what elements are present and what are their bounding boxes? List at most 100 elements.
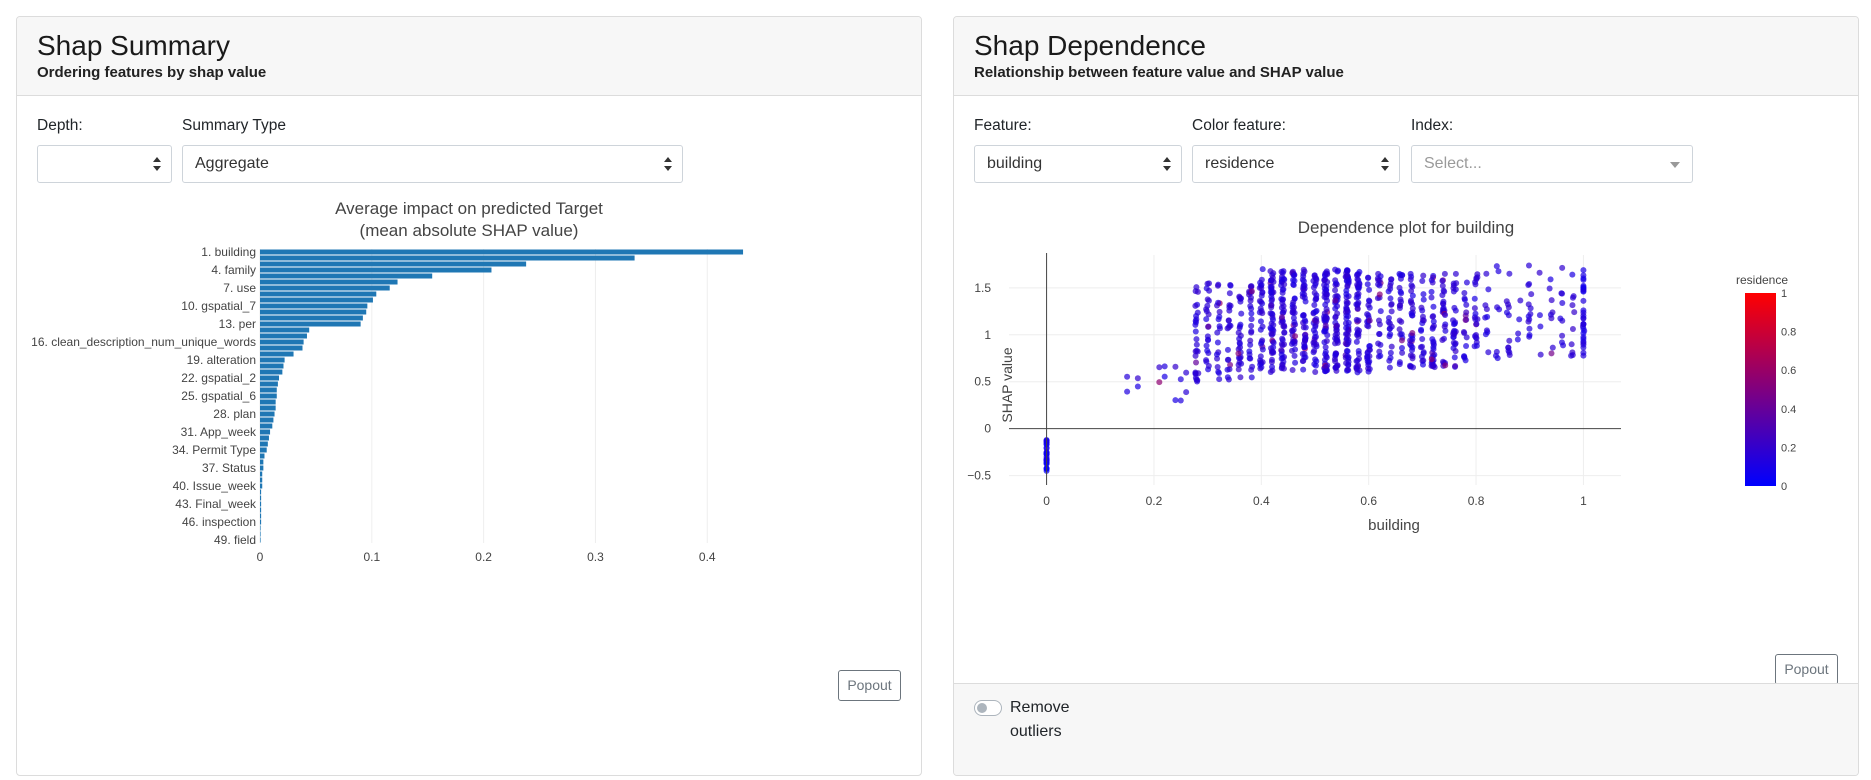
scatter-point bbox=[1354, 357, 1361, 364]
scatter-point bbox=[1321, 281, 1328, 288]
summary-type-select[interactable]: Aggregate bbox=[182, 145, 683, 183]
bar bbox=[260, 423, 273, 429]
scatter-point bbox=[1224, 346, 1231, 353]
depth-select[interactable] bbox=[37, 145, 172, 183]
scatter-point bbox=[1205, 323, 1212, 330]
scatter-point bbox=[1365, 302, 1372, 309]
scatter-point bbox=[1279, 361, 1286, 368]
bar bbox=[260, 477, 263, 483]
remove-outliers-toggle[interactable] bbox=[974, 700, 1002, 716]
bar bbox=[260, 249, 744, 255]
scatter-point bbox=[1206, 287, 1213, 294]
scatter-point bbox=[1311, 289, 1318, 296]
shap-summary-bar-chart: Average impact on predicted Target (mean… bbox=[31, 199, 744, 564]
y-tick-label: 10. gspatial_7 bbox=[181, 299, 256, 313]
bar bbox=[260, 267, 492, 273]
bar bbox=[260, 357, 285, 363]
scatter-point bbox=[1248, 329, 1255, 336]
x-tick-label: 0.6 bbox=[1360, 494, 1377, 508]
bar bbox=[260, 339, 304, 345]
scatter-point bbox=[1192, 328, 1199, 335]
scatter-point bbox=[1396, 359, 1403, 366]
scatter-point bbox=[1226, 304, 1233, 311]
color-feature-select-value: residence bbox=[1205, 155, 1275, 172]
scatter-point bbox=[1353, 272, 1360, 279]
scatter-point bbox=[1388, 308, 1395, 315]
scatter-point bbox=[1322, 368, 1329, 375]
card-subtitle: Ordering features by shap value bbox=[37, 64, 267, 81]
scatter-point bbox=[1366, 358, 1373, 365]
scatter-title: Dependence plot for building bbox=[1298, 218, 1514, 237]
scatter-point bbox=[1430, 318, 1437, 325]
scatter-point bbox=[1333, 292, 1340, 299]
scatter-point bbox=[1472, 281, 1479, 288]
y-tick-label: 4. family bbox=[211, 263, 256, 277]
scatter-point bbox=[1332, 305, 1339, 312]
scatter-point bbox=[1397, 302, 1404, 309]
scatter-point bbox=[1409, 300, 1416, 307]
scatter-point bbox=[1312, 274, 1319, 281]
scatter-point bbox=[1236, 340, 1243, 347]
scatter-point bbox=[1237, 298, 1244, 305]
scatter-point bbox=[1302, 335, 1309, 342]
scatter-point bbox=[1290, 276, 1297, 283]
scatter-point bbox=[1216, 325, 1223, 332]
scatter-point bbox=[1580, 307, 1587, 314]
feature-select[interactable]: building bbox=[974, 145, 1182, 183]
scatter-point bbox=[1216, 369, 1223, 376]
scatter-point bbox=[1300, 324, 1307, 331]
scatter-point bbox=[1214, 329, 1221, 336]
scatter-point bbox=[1452, 340, 1459, 347]
scatter-point bbox=[1194, 378, 1201, 385]
bar bbox=[260, 495, 262, 501]
scatter-point bbox=[1323, 363, 1330, 370]
scatter-point bbox=[1290, 314, 1297, 321]
bar bbox=[260, 537, 261, 543]
colorbar-tick-label: 0.8 bbox=[1781, 327, 1796, 339]
colorbar-tick-label: 0.4 bbox=[1781, 404, 1796, 416]
scatter-point bbox=[1559, 299, 1566, 306]
scatter-point bbox=[1495, 268, 1502, 275]
index-dropdown[interactable]: Select... bbox=[1411, 145, 1693, 183]
scatter-point bbox=[1278, 319, 1285, 326]
scatter-point bbox=[1419, 336, 1426, 343]
bar bbox=[260, 363, 284, 369]
scatter-point bbox=[1428, 356, 1435, 363]
scatter-point bbox=[1332, 351, 1339, 358]
scatter-point bbox=[1356, 327, 1363, 334]
scatter-point bbox=[1215, 316, 1222, 323]
feature-label: Feature: bbox=[974, 117, 1032, 134]
scatter-point bbox=[1134, 375, 1141, 382]
scatter-point bbox=[1280, 309, 1287, 316]
scatter-point bbox=[1493, 263, 1500, 270]
scatter-point bbox=[1312, 308, 1319, 315]
scatter-point bbox=[1192, 302, 1199, 309]
scatter-point bbox=[1571, 309, 1578, 316]
scatter-point bbox=[1387, 295, 1394, 302]
scatter-point bbox=[1311, 334, 1318, 341]
bar-chart-title: Average impact on predicted Target bbox=[335, 199, 603, 218]
scatter-point bbox=[1323, 268, 1330, 275]
scatter-point bbox=[1332, 287, 1339, 294]
scatter-point bbox=[1472, 316, 1479, 323]
scatter-xlabel: building bbox=[1368, 517, 1420, 534]
popout-button[interactable]: Popout bbox=[838, 670, 901, 701]
scatter-point bbox=[1482, 331, 1489, 338]
scatter-point bbox=[1569, 294, 1576, 301]
scatter-point bbox=[1289, 367, 1296, 374]
scatter-point bbox=[1366, 346, 1373, 353]
colorbar-tick-label: 0.6 bbox=[1781, 365, 1796, 377]
scatter-point bbox=[1580, 267, 1587, 274]
scatter-point bbox=[1430, 338, 1437, 345]
scatter-point bbox=[1450, 285, 1457, 292]
scatter-point bbox=[1366, 286, 1373, 293]
scatter-point bbox=[1288, 340, 1295, 347]
scatter-point bbox=[1310, 339, 1317, 346]
scatter-point bbox=[1527, 305, 1534, 312]
popout-button[interactable]: Popout bbox=[1775, 654, 1838, 685]
scatter-point bbox=[1193, 359, 1200, 366]
scatter-point bbox=[1343, 287, 1350, 294]
color-feature-select[interactable]: residence bbox=[1192, 145, 1400, 183]
bar bbox=[260, 321, 361, 327]
card-body: Feature: building Color feature: residen… bbox=[954, 97, 1858, 775]
